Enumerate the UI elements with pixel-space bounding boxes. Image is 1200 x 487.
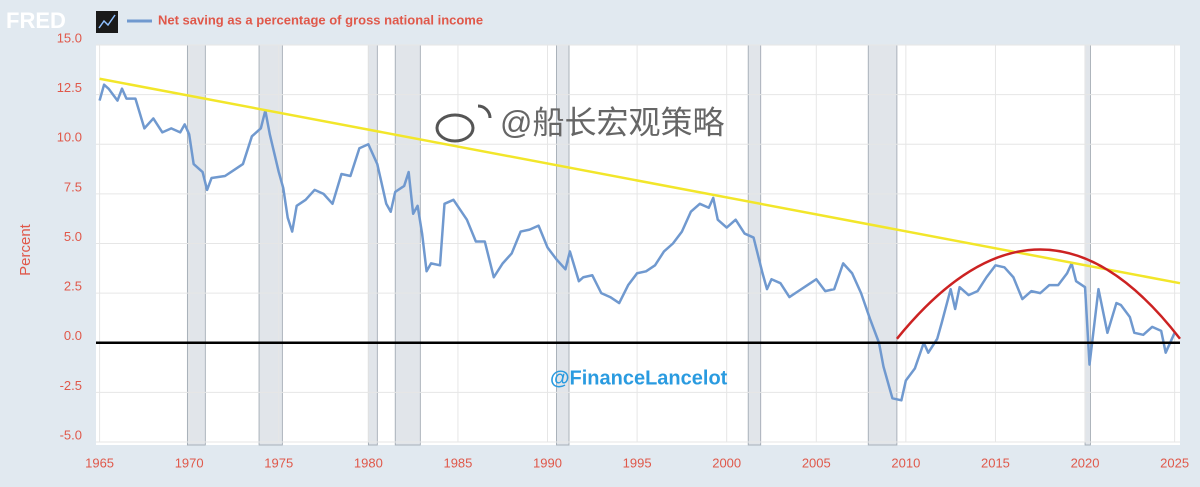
logo-icon — [96, 11, 118, 33]
trend-line — [99, 77, 1181, 285]
recession-band — [1084, 44, 1091, 446]
x-tick-label: 2005 — [802, 455, 831, 470]
x-tick-label: 1970 — [175, 455, 204, 470]
recession-band — [867, 44, 898, 446]
weibo-icon — [435, 104, 492, 143]
y-tick-label: -2.5 — [60, 378, 82, 393]
weibo-icon-body — [435, 113, 475, 143]
x-tick-label: 1980 — [354, 455, 383, 470]
x-tick-label: 1965 — [85, 455, 114, 470]
recession-band — [186, 44, 206, 446]
arc — [895, 248, 1181, 340]
y-tick-label: 12.5 — [57, 80, 82, 95]
y-tick-label: -5.0 — [60, 427, 82, 442]
legend-label: Net saving as a percentage of gross nati… — [158, 12, 483, 27]
x-tick-label: 1985 — [443, 455, 472, 470]
recession-band — [367, 44, 378, 446]
watermark: @FinanceLancelot — [550, 367, 728, 389]
y-tick-label: 2.5 — [64, 279, 82, 294]
y-tick-label: 10.0 — [57, 130, 82, 145]
y-tick-label: 15.0 — [57, 30, 82, 45]
x-tick-label: 2025 — [1160, 455, 1189, 470]
y-axis-label: Percent — [17, 223, 34, 276]
x-tick-label: 1975 — [264, 455, 293, 470]
x-tick-label: 1990 — [533, 455, 562, 470]
watermark: @船长宏观策略 — [500, 104, 725, 140]
x-tick-label: 2020 — [1071, 455, 1100, 470]
recession-band — [394, 44, 421, 446]
y-tick-label: 5.0 — [64, 229, 82, 244]
weibo-icon-wave — [477, 104, 492, 119]
x-tick-label: 2000 — [712, 455, 741, 470]
logo: FRED — [6, 8, 66, 33]
x-tick-label: 2010 — [891, 455, 920, 470]
y-tick-label: 7.5 — [64, 179, 82, 194]
x-tick-label: 2015 — [981, 455, 1010, 470]
y-tick-label: 0.0 — [64, 328, 82, 343]
logo-icon-line — [98, 14, 116, 29]
x-tick-label: 1995 — [623, 455, 652, 470]
data-line — [98, 83, 1176, 402]
